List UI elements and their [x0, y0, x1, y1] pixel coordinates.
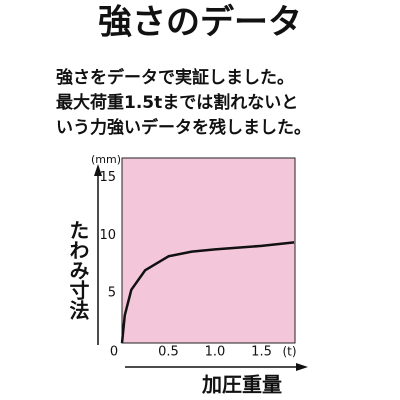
y-tick-label: 15	[99, 170, 116, 185]
y-axis-label: たわみ寸法	[66, 220, 90, 321]
x-tick-label: 0	[110, 345, 118, 360]
x-axis-label: 加圧重量	[201, 373, 282, 397]
description-line: 強さをデータで実証しました。	[56, 67, 294, 88]
x-arrow-head	[296, 363, 308, 371]
x-unit: (t)	[282, 345, 296, 359]
x-tick-label: 0.5	[158, 345, 179, 360]
y-tick-label: 10	[99, 228, 116, 243]
chart-title: 強さのデータ	[98, 3, 302, 43]
data-line	[120, 241, 295, 344]
x-tick-label: 1.5	[251, 345, 272, 360]
y-arrow-head	[94, 164, 102, 176]
description-line: 最大荷重1.5tまでは割れないと	[56, 92, 298, 113]
y-tick-label: 5	[108, 286, 116, 301]
y-unit: (mm)	[91, 153, 121, 166]
x-tick-label: 1.0	[205, 345, 226, 360]
description-line: いう力強いデータを残しました。	[56, 117, 311, 138]
